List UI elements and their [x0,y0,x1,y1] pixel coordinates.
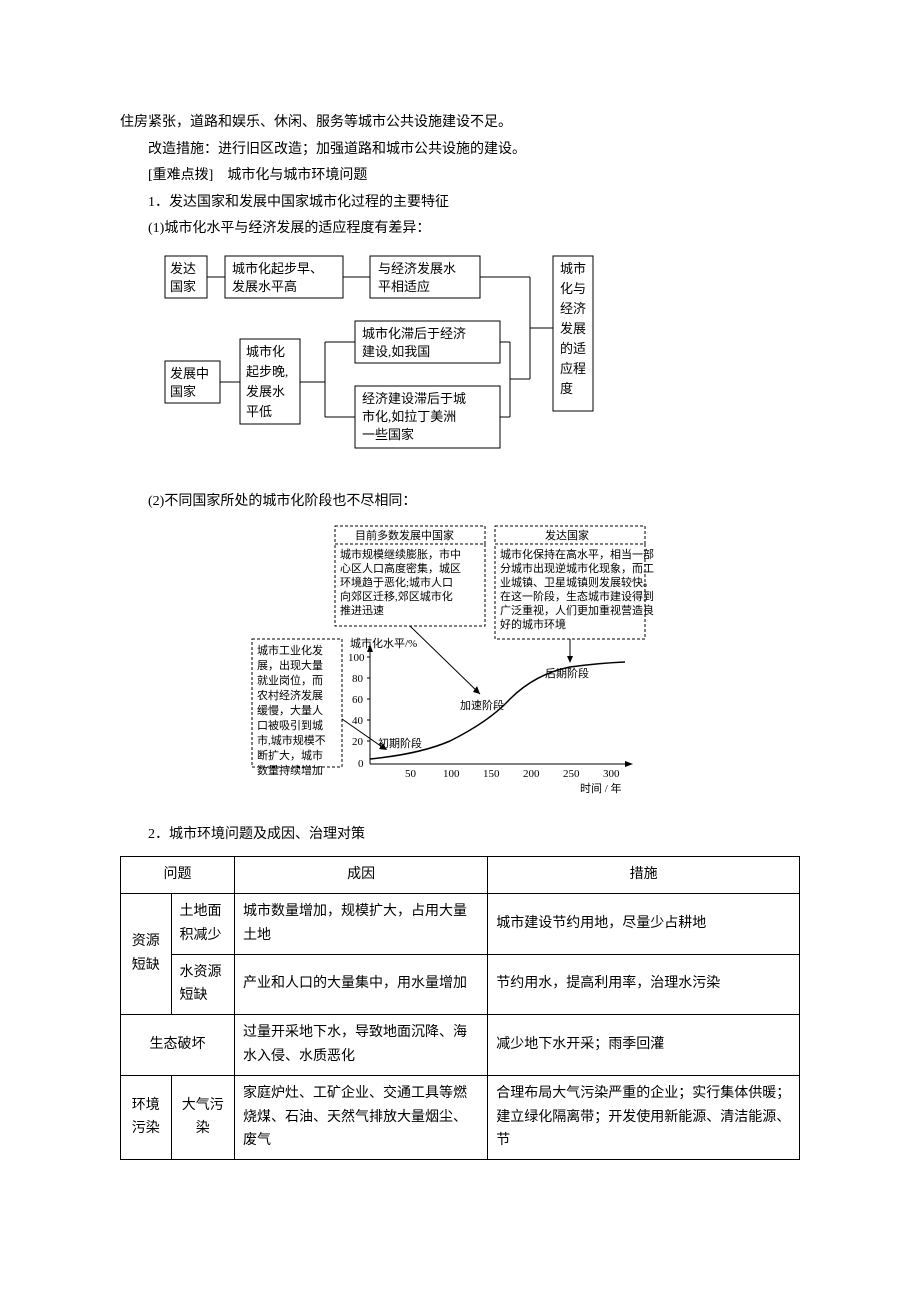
svg-text:城市: 城市 [560,261,586,276]
cell-cause: 产业和人口的大量集中，用水量增加 [235,954,488,1015]
page: 住房紧张，道路和娱乐、休闲、服务等城市公共设施建设不足。 改造措施：进行旧区改造… [0,0,920,1200]
svg-text:数量持续增加: 数量持续增加 [257,763,323,777]
table-row: 环境污染 大气污染 家庭炉灶、工矿企业、交通工具等燃烧煤、石油、天然气排放大量烟… [121,1075,800,1159]
cell-measure: 城市建设节约用地，尽量少占耕地 [488,893,800,954]
svg-text:后期阶段: 后期阶段 [545,666,589,680]
env-table: 问题 成因 措施 资源短缺 土地面积减少 城市数量增加，规模扩大，占用大量土地 … [120,856,800,1160]
svg-text:市,城市规模不: 市,城市规模不 [257,733,326,747]
cell-sub: 水资源短缺 [171,954,235,1015]
svg-text:国家: 国家 [170,279,196,294]
intro-line4: 1．发达国家和发展中国家城市化过程的主要特征 [120,190,800,217]
svg-text:分城市出现逆城市化现象，而工: 分城市出现逆城市化现象，而工 [500,561,654,575]
svg-text:发展: 发展 [560,321,586,336]
svg-text:城市化水平/%: 城市化水平/% [350,636,417,650]
d2-header-right: 发达国家 [545,528,589,542]
intro-line5: (1)城市化水平与经济发展的适应程度有差异： [120,216,800,243]
svg-text:250: 250 [563,768,580,780]
svg-text:在这一阶段，生态城市建设得到: 在这一阶段，生态城市建设得到 [500,589,654,603]
svg-text:心区人口高度密集，城区: 心区人口高度密集，城区 [340,561,461,575]
svg-text:发达: 发达 [170,261,196,276]
svg-text:城市规模继续膨胀，市中: 城市规模继续膨胀，市中 [340,547,461,561]
d2-header-left: 目前多数发展中国家 [355,528,454,542]
svg-text:断扩大，城市: 断扩大，城市 [257,748,323,762]
svg-text:城市化保持在高水平，相当一部: 城市化保持在高水平，相当一部 [500,547,654,561]
svg-text:平相适应: 平相适应 [378,279,430,294]
diagram-2: 目前多数发展中国家 发达国家 城市规模继续膨胀，市中 心区人口高度密集，城区 环… [250,524,670,814]
svg-text:市化,如拉丁美洲: 市化,如拉丁美洲 [362,409,456,424]
svg-text:发展水: 发展水 [246,384,285,399]
svg-text:加速阶段: 加速阶段 [460,698,504,712]
th-measure: 措施 [488,857,800,894]
svg-text:平低: 平低 [246,404,272,419]
svg-text:经济: 经济 [560,301,586,316]
svg-text:城市化起步早、: 城市化起步早、 [232,261,323,276]
svg-text:农村经济发展: 农村经济发展 [257,688,323,702]
diagram-1: 发达 国家 城市化起步早、 发展水平高 与经济发展水 平相适应 发展中 国家 城… [160,251,660,481]
svg-text:缓慢，大量人: 缓慢，大量人 [257,703,323,717]
svg-text:国家: 国家 [170,384,196,399]
cell-cat-pollution: 环境污染 [121,1075,172,1159]
svg-text:一些国家: 一些国家 [362,427,414,442]
svg-text:展，出现大量: 展，出现大量 [257,658,323,672]
svg-text:40: 40 [352,715,364,727]
svg-text:300: 300 [603,768,620,780]
svg-text:发展中: 发展中 [170,366,209,381]
cell-measure: 减少地下水开采；雨季回灌 [488,1015,800,1076]
svg-text:200: 200 [523,768,540,780]
cell-cause: 过量开采地下水，导致地面沉降、海水入侵、水质恶化 [235,1015,488,1076]
cell-measure: 合理布局大气污染严重的企业；实行集体供暖；建立绿化隔离带；开发使用新能源、清洁能… [488,1075,800,1159]
svg-text:度: 度 [560,381,573,396]
svg-text:好的城市环境: 好的城市环境 [500,617,566,631]
svg-text:发展水平高: 发展水平高 [232,279,297,294]
svg-text:推进迅速: 推进迅速 [340,603,384,617]
cell-cause: 城市数量增加，规模扩大，占用大量土地 [235,893,488,954]
intro-line1: 住房紧张，道路和娱乐、休闲、服务等城市公共设施建设不足。 [120,110,800,137]
svg-text:100: 100 [348,652,365,664]
svg-text:80: 80 [352,673,364,685]
intro-line7: 2．城市环境问题及成因、治理对策 [120,822,800,849]
svg-text:经济建设滞后于城: 经济建设滞后于城 [362,391,466,406]
svg-text:口被吸引到城: 口被吸引到城 [257,718,323,732]
svg-text:化与: 化与 [560,281,586,296]
svg-text:60: 60 [352,694,364,706]
svg-text:城市化滞后于经济: 城市化滞后于经济 [362,326,466,341]
table-row: 水资源短缺 产业和人口的大量集中，用水量增加 节约用水，提高利用率，治理水污染 [121,954,800,1015]
cell-sub: 大气污染 [171,1075,235,1159]
svg-text:城市化: 城市化 [246,344,285,359]
svg-text:业城镇、卫星城镇则发展较快。: 业城镇、卫星城镇则发展较快。 [500,575,654,589]
svg-text:起步晚,: 起步晚, [246,364,288,379]
cell-measure: 节约用水，提高利用率，治理水污染 [488,954,800,1015]
svg-text:广泛重视，人们更加重视营造良: 广泛重视，人们更加重视营造良 [500,603,654,617]
svg-text:20: 20 [352,736,364,748]
svg-text:就业岗位，而: 就业岗位，而 [257,673,323,687]
svg-text:与经济发展水: 与经济发展水 [378,261,456,276]
cell-cause: 家庭炉灶、工矿企业、交通工具等燃烧煤、石油、天然气排放大量烟尘、废气 [235,1075,488,1159]
intro-line3: [重难点拨] 城市化与城市环境问题 [120,163,800,190]
table-row: 生态破坏 过量开采地下水，导致地面沉降、海水入侵、水质恶化 减少地下水开采；雨季… [121,1015,800,1076]
svg-text:城市工业化发: 城市工业化发 [257,643,323,657]
intro-line2: 改造措施：进行旧区改造；加强道路和城市公共设施的建设。 [120,137,800,164]
svg-text:时间 / 年: 时间 / 年 [580,781,622,795]
th-problem: 问题 [121,857,235,894]
svg-text:的适: 的适 [560,341,586,356]
svg-text:150: 150 [483,768,500,780]
cell-cat-eco: 生态破坏 [121,1015,235,1076]
svg-text:向郊区迁移,郊区城市化: 向郊区迁移,郊区城市化 [340,589,453,603]
svg-text:0: 0 [358,758,364,770]
table-header-row: 问题 成因 措施 [121,857,800,894]
table-row: 资源短缺 土地面积减少 城市数量增加，规模扩大，占用大量土地 城市建设节约用地，… [121,893,800,954]
svg-text:环境趋于恶化;城市人口: 环境趋于恶化;城市人口 [340,575,453,589]
svg-text:应程: 应程 [560,361,586,376]
cell-cat-resource: 资源短缺 [121,893,172,1014]
th-cause: 成因 [235,857,488,894]
cell-sub: 土地面积减少 [171,893,235,954]
svg-text:100: 100 [443,768,460,780]
svg-text:50: 50 [405,768,417,780]
svg-text:建设,如我国: 建设,如我国 [362,344,430,359]
intro-line6: (2)不同国家所处的城市化阶段也不尽相同： [120,489,800,516]
